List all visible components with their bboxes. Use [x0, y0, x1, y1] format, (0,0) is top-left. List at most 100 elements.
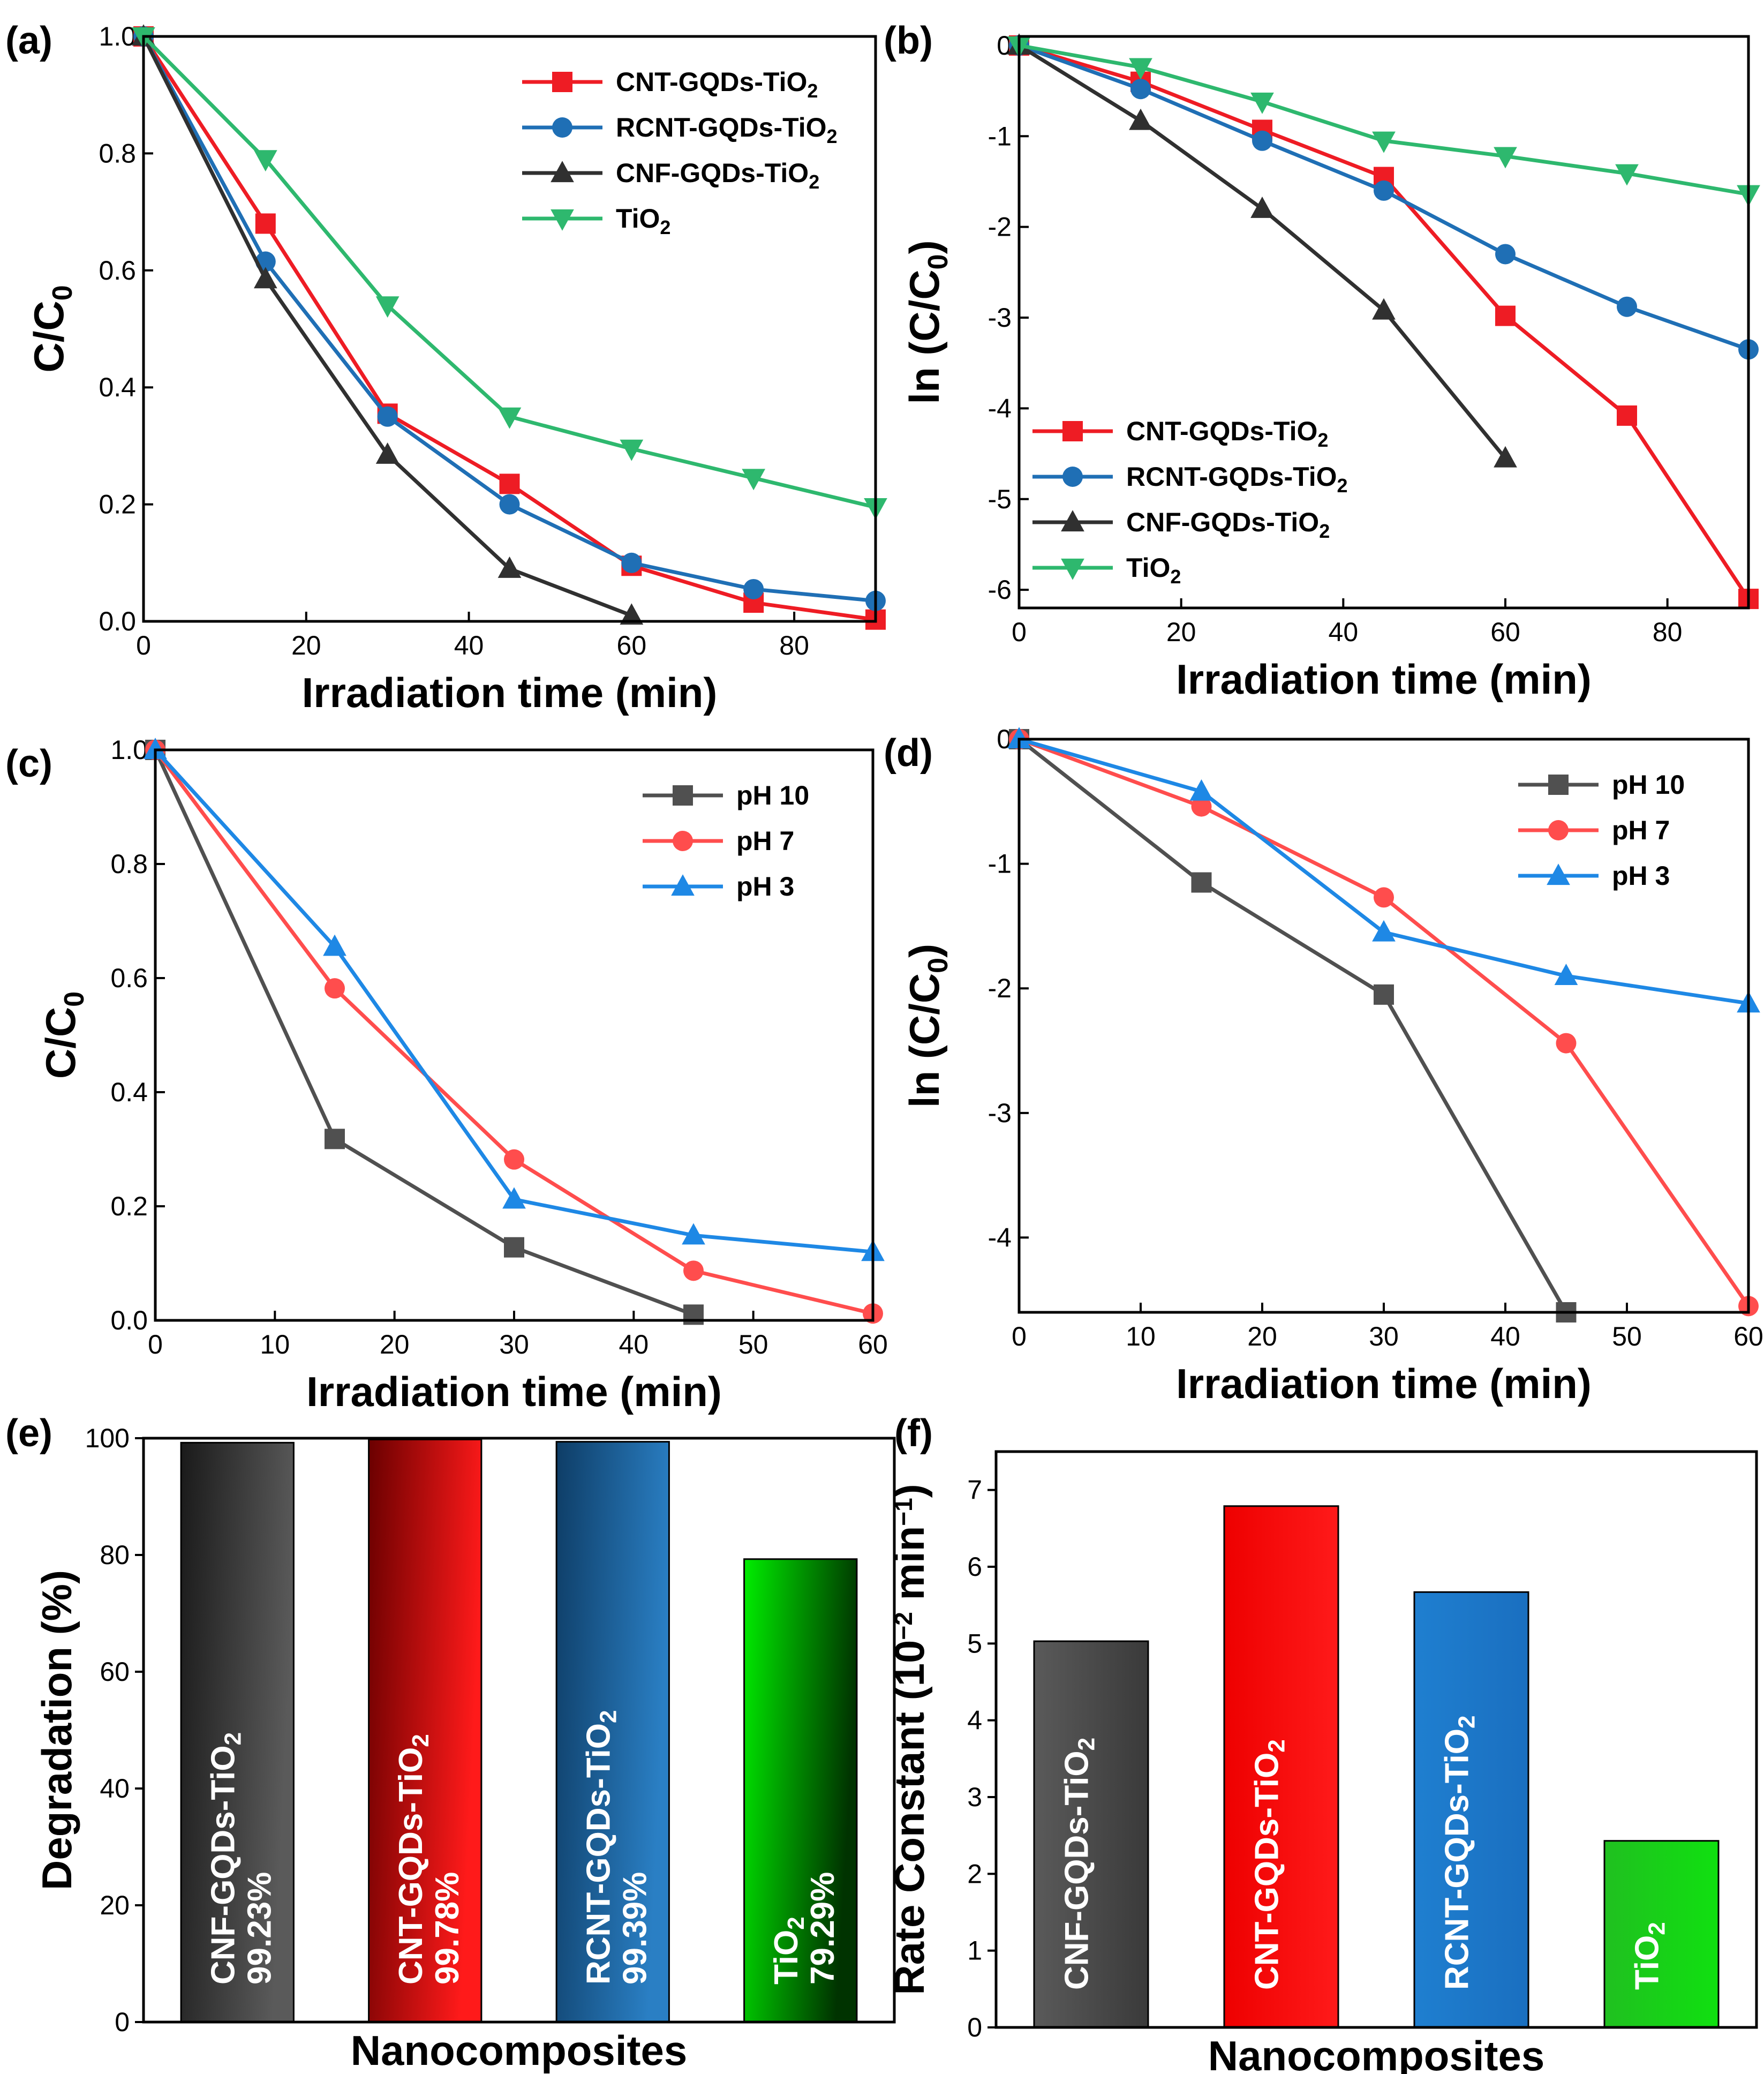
marker-circle [377, 406, 398, 427]
y-axis-label: ln (C/C0) [901, 944, 954, 1108]
marker-triangle-down [253, 150, 277, 172]
plot-frame [1017, 738, 1750, 1314]
bar-label: TiO2 [1629, 1922, 1670, 1990]
legend-label: CNT-GQDs-TiO2 [1126, 416, 1328, 451]
x-axis-label: Irradiation time (min) [302, 669, 718, 716]
y-axis-label: Degradation (%) [33, 1570, 80, 1890]
y-tick-label: 0.6 [110, 963, 148, 993]
bar-label-sub: 2 [408, 1734, 434, 1747]
series-1 [133, 26, 886, 611]
y-tick-label: 0 [967, 2012, 982, 2042]
chart-layer: (a)0 20 40 60 800.00.20.40.60.81.0Irradiatio… [5, 19, 1763, 2074]
bar-label-main: TiO [1629, 1935, 1666, 1990]
marker-circle [1374, 887, 1394, 908]
x-tick-label: 20 [1247, 1321, 1277, 1351]
y-tick-label: 4 [967, 1705, 982, 1735]
marker-square [255, 213, 276, 234]
legend-label: TiO2 [616, 204, 670, 238]
series-2 [144, 738, 885, 1261]
legend: pH 10 pH 7 pH 3 [1518, 770, 1685, 891]
y-tick-label: 60 [100, 1657, 130, 1687]
y-tick-label: -3 [988, 1098, 1012, 1128]
marker-triangle [502, 1187, 526, 1209]
bar [1603, 1840, 1720, 2028]
y-tick-label: 5 [967, 1628, 982, 1658]
bar-label-sub: 2 [783, 1917, 809, 1929]
legend-label: pH 3 [736, 871, 794, 901]
legend-label: TiO2 [1126, 553, 1181, 588]
legend-label: pH 10 [1612, 770, 1685, 800]
marker-circle [673, 831, 693, 851]
plot-frame [142, 35, 877, 623]
panel-label: (a) [5, 19, 52, 62]
plot-frame [994, 1450, 1758, 2029]
series-line [154, 748, 873, 1254]
series-3 [1007, 36, 1760, 207]
panel-label: (c) [5, 742, 52, 785]
y-tick-label: -5 [988, 484, 1012, 514]
marker-triangle-down [1129, 58, 1152, 80]
legend: CNT-GQDs-TiO2RCNT-GQDs-TiO2CNF-GQDs-TiO2… [522, 67, 838, 238]
bar-value-label: 99.78% [429, 1872, 466, 1985]
plot-frame [1017, 35, 1750, 610]
y-tick-label: -1 [988, 121, 1012, 151]
series-0 [1009, 729, 1577, 1322]
y-tick-label: 7 [967, 1475, 982, 1505]
marker-circle [743, 578, 764, 599]
legend-label-main: pH 7 [736, 826, 794, 856]
panel-a: (a) 0 20 40 60 80 0.0 0.2 0.4 0.6 0.8 1.0 Irradiatio… [5, 19, 887, 716]
legend-label: RCNT-GQDs-TiO2 [1126, 462, 1348, 497]
marker-triangle [682, 1223, 705, 1245]
marker-triangle [671, 874, 695, 896]
marker-square [1062, 421, 1083, 441]
y-tick-label: 20 [100, 1890, 130, 1920]
legend-label-main: TiO [616, 204, 660, 234]
bar-value-label: 79.29% [804, 1872, 841, 1985]
bar-label-group: CNT-GQDs-TiO2 [1249, 1739, 1290, 1990]
bar-label: TiO2 [768, 1917, 809, 1985]
x-axis-label: Irradiation time (min) [1176, 1360, 1592, 1407]
x-tick-label: 60 [1733, 1321, 1763, 1351]
marker-square [1617, 405, 1637, 426]
y-tick-label: 0.4 [99, 372, 136, 402]
marker-triangle [1554, 964, 1578, 986]
y-tick-label: 100 [85, 1423, 130, 1453]
legend-label-main: CNF-GQDs-TiO [616, 158, 809, 188]
y-axis-label: ln (C/C0) [901, 240, 954, 404]
bar-label-sub: 2 [1264, 1739, 1290, 1752]
y-tick-label: 1 [967, 1936, 982, 1966]
marker-circle [1252, 130, 1272, 151]
x-tick-label: 20 [380, 1329, 410, 1359]
y-tick-label: 40 [100, 1774, 130, 1804]
x-axis-label: Irradiation time (min) [306, 1368, 722, 1415]
marker-square [552, 72, 572, 92]
marker-triangle [1061, 510, 1084, 532]
series-0 [145, 740, 704, 1325]
x-tick-label: 40 [454, 630, 484, 660]
marker-triangle [375, 442, 399, 464]
legend-label-main: pH 3 [736, 871, 794, 901]
bar [743, 1558, 858, 2023]
legend-label-main: CNT-GQDs-TiO [616, 67, 807, 97]
legend-label-sub: 2 [660, 216, 670, 238]
marker-circle [1130, 79, 1151, 100]
y-tick-label: 3 [967, 1782, 982, 1812]
marker-triangle-down [1250, 92, 1274, 114]
bar-label-main: CNT-GQDs-TiO [393, 1747, 429, 1985]
bar [1413, 1591, 1529, 2028]
legend-label: CNF-GQDs-TiO2 [1126, 507, 1330, 542]
y-tick-label: 0.0 [110, 1305, 148, 1335]
bar-label-group: RCNT-GQDs-TiO2 [1439, 1716, 1480, 1990]
marker-square [1495, 305, 1516, 326]
marker-triangle [1250, 196, 1274, 218]
x-axis-label: Nanocomposites [351, 2027, 687, 2074]
bar-label-group: CNT-GQDs-TiO2 99.78% [393, 1734, 466, 1985]
bar-value-label: 99.23% [241, 1872, 278, 1985]
marker-triangle-down [1372, 131, 1396, 153]
marker-square [1374, 984, 1394, 1005]
legend-label-sub: 2 [809, 171, 819, 193]
x-tick-label: 0 [1012, 1321, 1027, 1351]
